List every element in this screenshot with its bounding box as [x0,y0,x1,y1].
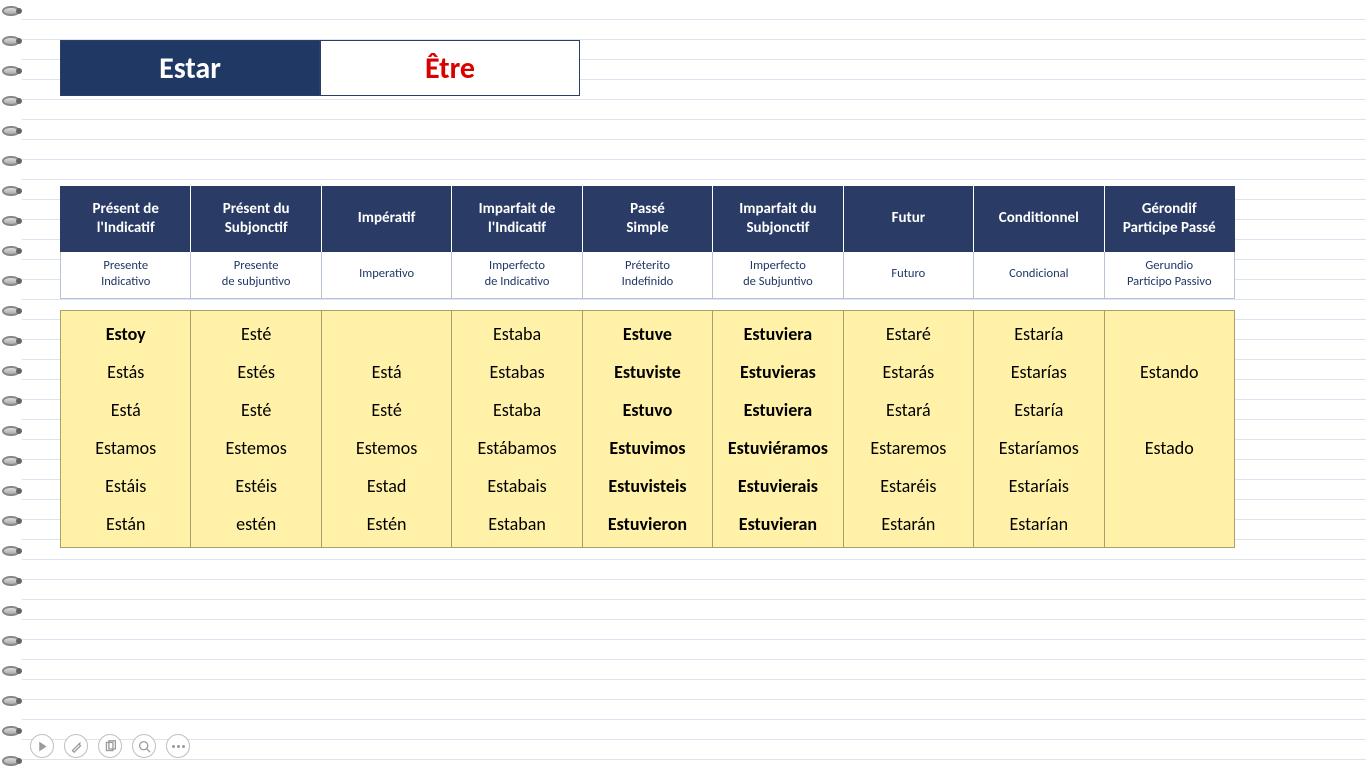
header-row-french: Présent del'IndicatifPrésent duSubjoncti… [61,186,1235,252]
notebook-spiral [0,0,24,768]
col-header-es: Imperfectode Subjuntivo [713,252,843,299]
conjugation-cell: Estaré [843,311,973,354]
conjugation-cell: Estás [61,353,191,391]
conjugation-cell: Esté [321,391,451,429]
title-french: Être [320,40,580,96]
conjugation-cell: Estaremos [843,429,973,467]
conjugation-cell: Estemos [191,429,321,467]
conjugation-cell: Está [321,353,451,391]
conjugation-table: Présent del'IndicatifPrésent duSubjoncti… [60,186,1235,548]
col-header-fr: PasséSimple [582,186,712,252]
conjugation-cell: Estaba [452,311,582,354]
conjugation-cell: Estado [1104,429,1235,467]
pen-button[interactable] [64,734,88,758]
conjugation-cell: Estamos [61,429,191,467]
conjugation-cell: Estando [1104,353,1235,391]
table-row: EstamosEstemosEstemosEstábamosEstuvimosE… [61,429,1235,467]
conjugation-cell: Estemos [321,429,451,467]
col-header-es: Condicional [974,252,1104,299]
conjugation-cell: Estuvo [582,391,712,429]
col-header-fr: GérondifParticipe Passé [1104,186,1235,252]
conjugation-cell: Estará [843,391,973,429]
conjugation-cell: Estáis [61,467,191,505]
title-spanish: Estar [60,40,320,96]
col-header-fr: Présent del'Indicatif [61,186,191,252]
conjugation-cell: Estuviera [713,311,843,354]
conjugation-cell: Estaréis [843,467,973,505]
table-row: EstáEstéEstéEstabaEstuvoEstuvieraEstaráE… [61,391,1235,429]
conjugation-cell: Estéis [191,467,321,505]
header-row-spanish: PresenteIndicativoPresentede subjuntivoI… [61,252,1235,299]
conjugation-cell [1104,467,1235,505]
conjugation-cell: Estuviste [582,353,712,391]
conjugation-cell: Estarías [974,353,1104,391]
conjugation-cell: Estuviera [713,391,843,429]
title-row: Estar Être [60,40,1326,96]
conjugation-cell [1104,391,1235,429]
conjugation-cell: Estaríamos [974,429,1104,467]
conjugation-cell [1104,311,1235,354]
conjugation-cell: Estabais [452,467,582,505]
conjugation-body: EstoyEstéEstabaEstuveEstuvieraEstaréEsta… [61,311,1235,548]
conjugation-cell: Estarán [843,505,973,548]
conjugation-cell: Estaba [452,391,582,429]
conjugation-cell: Estuvisteis [582,467,712,505]
col-header-fr: Présent duSubjonctif [191,186,321,252]
presentation-toolbar [30,734,190,758]
conjugation-cell: Están [61,505,191,548]
table-row: EstoyEsté EstabaEstuveEstuvieraEstaréEsta… [61,311,1235,354]
col-header-es: Futuro [843,252,973,299]
col-header-es: GerundioParticipo Passivo [1104,252,1235,299]
conjugation-cell: Estuvimos [582,429,712,467]
col-header-fr: Conditionnel [974,186,1104,252]
conjugation-cell [1104,505,1235,548]
conjugation-cell: Estuvieran [713,505,843,548]
conjugation-cell: Estaría [974,391,1104,429]
conjugation-cell: Estad [321,467,451,505]
col-header-fr: Impératif [321,186,451,252]
table-row: EstásEstésEstáEstabasEstuvisteEstuvieras… [61,353,1235,391]
play-button[interactable] [30,734,54,758]
table-row: EstáisEstéisEstadEstabaisEstuvisteisEstu… [61,467,1235,505]
copy-button[interactable] [98,734,122,758]
col-header-es: PréteritoIndefinido [582,252,712,299]
conjugation-cell: Esté [191,311,321,354]
conjugation-cell [321,311,451,354]
conjugation-cell: Esté [191,391,321,429]
col-header-es: PresenteIndicativo [61,252,191,299]
zoom-button[interactable] [132,734,156,758]
conjugation-cell: Estaría [974,311,1104,354]
conjugation-cell: Estábamos [452,429,582,467]
conjugation-cell: Estarás [843,353,973,391]
conjugation-cell: estén [191,505,321,548]
conjugation-cell: Estuviéramos [713,429,843,467]
conjugation-cell: Estuvierais [713,467,843,505]
col-header-es: Presentede subjuntivo [191,252,321,299]
conjugation-cell: Estaban [452,505,582,548]
conjugation-cell: Estén [321,505,451,548]
conjugation-cell: Estuvieras [713,353,843,391]
conjugation-cell: Estuvieron [582,505,712,548]
slide-content: Estar Être Présent del'IndicatifPrésent … [0,0,1366,768]
conjugation-cell: Estoy [61,311,191,354]
more-button[interactable] [166,734,190,758]
conjugation-cell: Está [61,391,191,429]
conjugation-cell: Estarían [974,505,1104,548]
conjugation-cell: Estaríais [974,467,1104,505]
col-header-es: Imperfectode Indicativo [452,252,582,299]
col-header-es: Imperativo [321,252,451,299]
col-header-fr: Futur [843,186,973,252]
table-row: EstánesténEsténEstabanEstuvieronEstuvier… [61,505,1235,548]
conjugation-cell: Estés [191,353,321,391]
conjugation-cell: Estabas [452,353,582,391]
conjugation-cell: Estuve [582,311,712,354]
col-header-fr: Imparfait duSubjonctif [713,186,843,252]
col-header-fr: Imparfait del'Indicatif [452,186,582,252]
